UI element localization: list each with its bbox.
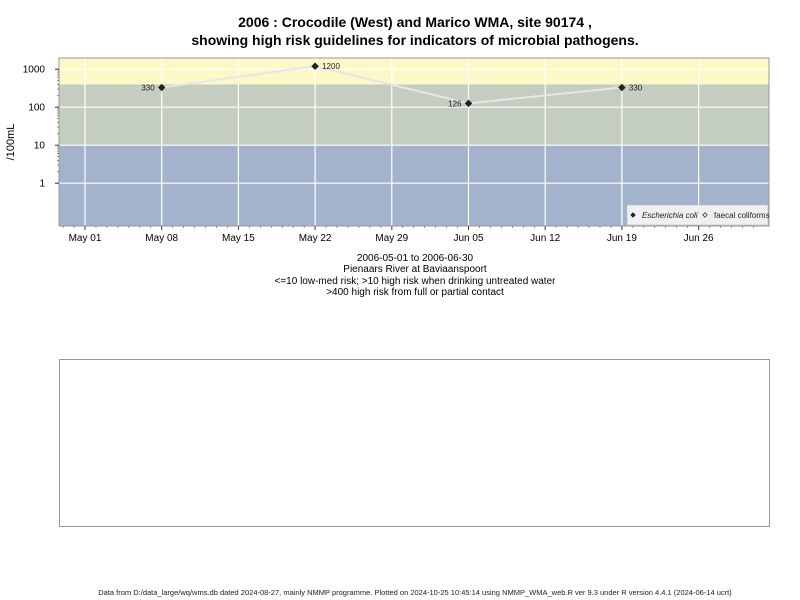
data-point-label: 1200 <box>322 62 340 71</box>
x-tick-label: Jun 05 <box>453 233 483 244</box>
y-tick-label: 1000 <box>23 65 46 76</box>
x-tick-label: Jun 12 <box>530 233 560 244</box>
x-tick-label: May 29 <box>375 233 408 244</box>
x-tick-label: May 22 <box>299 233 332 244</box>
series-line-0 <box>161 65 623 105</box>
y-axis-label: /100mL <box>5 124 17 161</box>
empty-plot-panel <box>59 359 770 527</box>
chart-title-line-1: 2006 : Crocodile (West) and Marico WMA, … <box>238 14 592 30</box>
risk-band-1 <box>59 84 769 146</box>
data-point-label: 330 <box>629 83 643 92</box>
data-point-marker <box>311 62 319 70</box>
risk-band-2 <box>59 58 769 85</box>
data-point-label: 126 <box>448 99 462 108</box>
data-point-marker <box>618 83 626 92</box>
data-point-label: 330 <box>141 83 155 92</box>
legend-label-1: faecal coliforms <box>714 211 770 220</box>
site-name-caption: Pienaars River at Baviaanspoort <box>343 264 487 275</box>
x-tick-label: May 08 <box>145 233 178 244</box>
y-tick-label: 1 <box>39 179 45 190</box>
legend-label-0: Escherichia coli <box>642 211 698 220</box>
x-tick-label: May 15 <box>222 233 255 244</box>
legend-marker-1 <box>702 212 708 218</box>
legend-box <box>626 204 769 226</box>
chart-title-line-2: showing high risk guidelines for indicat… <box>191 32 639 48</box>
guideline-caption-2: >400 high risk from full or partial cont… <box>326 287 504 298</box>
y-tick-label: 10 <box>34 141 46 152</box>
chart-canvas: 1 10 100 1000 May 01 May 08 May 15 May 22 May 29… <box>5 57 770 244</box>
y-tick-label: 100 <box>28 103 45 114</box>
guideline-caption-1: <=10 low-med risk; >10 high risk when dr… <box>274 276 556 287</box>
footer-note: Data from D:/data_large/wq/wms.db dated … <box>98 588 732 597</box>
data-point-marker <box>157 83 166 92</box>
legend-marker-0 <box>630 212 636 218</box>
x-tick-label: May 01 <box>69 233 102 244</box>
x-tick-label: Jun 26 <box>684 233 714 244</box>
data-point-marker <box>464 99 473 108</box>
x-tick-label: Jun 19 <box>607 233 637 244</box>
date-range-caption: 2006-05-01 to 2006-06-30 <box>356 253 474 264</box>
